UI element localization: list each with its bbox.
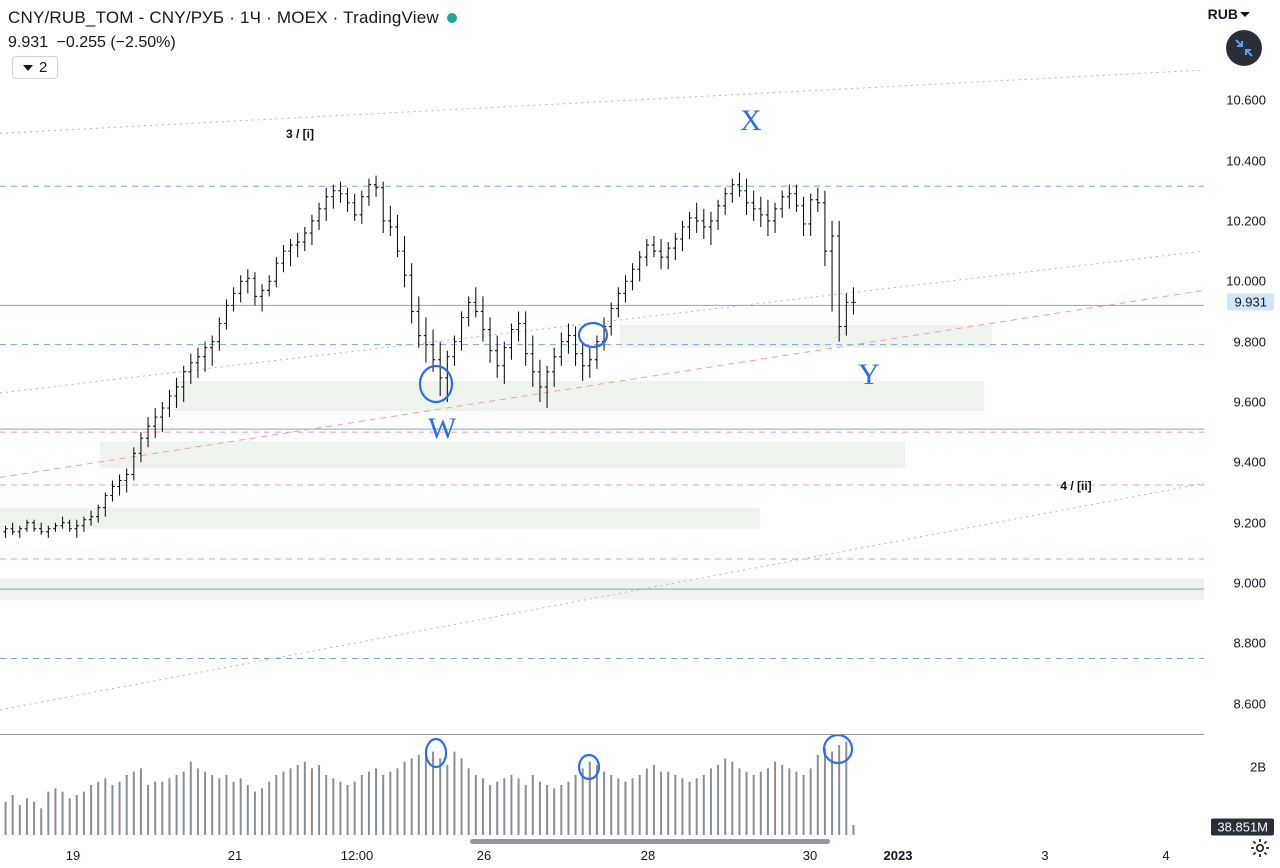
svg-text:Y: Y xyxy=(858,358,880,391)
price-tick: 8.800 xyxy=(1233,636,1266,651)
time-tick: 2023 xyxy=(884,848,913,863)
current-volume-label: 38.851M xyxy=(1211,819,1274,836)
volume-axis[interactable]: 2B 38.851M xyxy=(1204,734,1280,834)
svg-text:3 / [i]: 3 / [i] xyxy=(286,127,314,141)
time-tick: 3 xyxy=(1041,848,1048,863)
price-tick: 10.200 xyxy=(1226,213,1266,228)
fullscreen-exit-button[interactable] xyxy=(1226,30,1262,66)
price-tick: 9.000 xyxy=(1233,576,1266,591)
price-axis[interactable]: 10.600 10.400 10.200 10.000 9.800 9.600 9.400 9… xyxy=(1204,70,1280,734)
quote-line: 9.931 −0.255 (−2.50%) xyxy=(8,34,176,52)
time-tick: 19 xyxy=(66,848,80,863)
price-tick: 10.000 xyxy=(1226,274,1266,289)
time-tick: 26 xyxy=(477,848,491,863)
volume-tick: 2B xyxy=(1250,760,1266,775)
price-tick: 10.600 xyxy=(1226,93,1266,108)
price-tick: 9.400 xyxy=(1233,455,1266,470)
price-tick: 9.600 xyxy=(1233,395,1266,410)
last-price: 9.931 xyxy=(8,34,48,51)
time-tick: 28 xyxy=(641,848,655,863)
time-tick: 21 xyxy=(228,848,242,863)
gear-icon xyxy=(1250,838,1270,858)
time-axis[interactable]: 19 21 12:00 26 28 30 2023 3 4 xyxy=(0,836,1204,866)
svg-text:W: W xyxy=(428,412,457,445)
currency-selector[interactable]: RUB xyxy=(1208,6,1250,22)
minimize-icon xyxy=(1235,39,1253,57)
time-tick: 12:00 xyxy=(341,848,374,863)
price-change: −0.255 (−2.50%) xyxy=(57,34,176,51)
chart-header: CNY/RUB_TOM - CNY/РУБ · 1Ч · MOEX · Trad… xyxy=(8,8,457,28)
svg-text:4 / [ii]: 4 / [ii] xyxy=(1060,479,1091,493)
chevron-down-icon xyxy=(1240,12,1250,17)
time-tick: 4 xyxy=(1162,848,1169,863)
price-tick: 8.600 xyxy=(1233,696,1266,711)
price-tick: 9.800 xyxy=(1233,334,1266,349)
current-price-label: 9.931 xyxy=(1227,294,1274,311)
price-tick: 10.400 xyxy=(1226,153,1266,168)
price-chart[interactable]: 3 / [i] 4 / [ii] X W Y xyxy=(0,70,1204,734)
symbol-title[interactable]: CNY/RUB_TOM - CNY/РУБ · 1Ч · MOEX · Trad… xyxy=(8,8,439,28)
volume-chart[interactable] xyxy=(0,734,1204,834)
time-scrollbar-thumb[interactable] xyxy=(470,839,830,844)
chart-settings-button[interactable] xyxy=(1250,838,1270,863)
price-tick: 9.200 xyxy=(1233,515,1266,530)
svg-text:X: X xyxy=(740,104,762,137)
time-tick: 30 xyxy=(803,848,817,863)
market-status-dot xyxy=(447,13,457,23)
